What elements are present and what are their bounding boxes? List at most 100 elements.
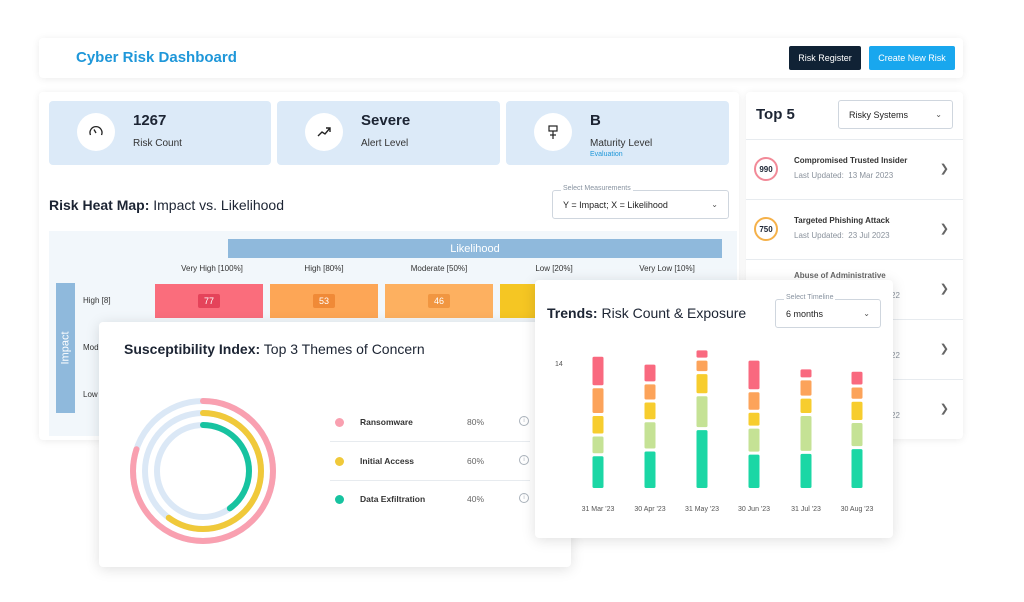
list-item[interactable]: 750 Targeted Phishing Attack Last Update…	[746, 199, 963, 259]
x-tick-label: 30 Aug '23	[832, 506, 882, 513]
risk-count-label: Risk Count	[133, 138, 182, 149]
theme-color-dot	[335, 418, 344, 427]
bar-segment	[593, 416, 604, 434]
alert-level-label: Alert Level	[361, 138, 408, 149]
info-icon[interactable]: i	[519, 455, 529, 465]
theme-name: Data Exfiltration	[360, 494, 425, 504]
cell-value: 53	[313, 294, 335, 308]
col-header-high: High [80%]	[269, 264, 379, 273]
bar-segment	[749, 361, 760, 390]
item-name: Compromised Trusted Insider	[794, 156, 907, 165]
maturity-level-card[interactable]: B Maturity Level Evaluation	[506, 101, 729, 165]
bar-segment	[593, 388, 604, 413]
alert-level-value: Severe	[361, 112, 410, 129]
trends-chart	[535, 280, 893, 538]
bar-segment	[645, 422, 656, 448]
app-title: Cyber Risk Dashboard	[76, 49, 237, 66]
item-updated: Last Updated: 23 Jul 2023	[794, 231, 890, 240]
chevron-right-icon[interactable]: ❯	[940, 222, 949, 235]
susceptibility-title: Susceptibility Index: Top 3 Themes of Co…	[124, 341, 425, 357]
bar-segment	[697, 350, 708, 357]
risk-count-card[interactable]: 1267 Risk Count	[49, 101, 271, 165]
x-tick-label: 31 Jul '23	[781, 506, 831, 513]
item-updated: Last Updated: 13 Mar 2023	[794, 171, 893, 180]
bar-segment	[697, 430, 708, 488]
bar-segment	[645, 365, 656, 382]
theme-color-dot	[335, 457, 344, 466]
bar-segment	[593, 456, 604, 488]
maturity-evaluation-link[interactable]: Evaluation	[590, 151, 623, 158]
bar-segment	[801, 380, 812, 395]
chevron-right-icon[interactable]: ❯	[940, 342, 949, 355]
chevron-right-icon[interactable]: ❯	[940, 162, 949, 175]
x-tick-label: 30 Apr '23	[625, 506, 675, 513]
x-tick-label: 30 Jun '23	[729, 506, 779, 513]
heatmap-cell[interactable]: 46	[385, 284, 493, 318]
measurements-select-caption: Select Measurements	[561, 185, 633, 192]
top5-select-value: Risky Systems	[849, 110, 908, 120]
bar-segment	[749, 429, 760, 452]
heatmap-cell[interactable]	[500, 284, 540, 318]
bar-segment	[749, 413, 760, 426]
gauge-icon	[77, 113, 115, 151]
bar-segment	[852, 449, 863, 488]
x-tick-label: 31 Mar '23	[573, 506, 623, 513]
theme-name: Initial Access	[360, 456, 414, 466]
row-label-high: High [8]	[83, 296, 111, 305]
bar-segment	[697, 361, 708, 371]
row-label-moderate: Mod	[83, 343, 99, 352]
bar-segment	[645, 452, 656, 489]
theme-row[interactable]: Ransomware 80% i	[330, 404, 530, 442]
chevron-down-icon: ⌄	[711, 200, 718, 209]
info-icon[interactable]: i	[519, 416, 529, 426]
bar-segment	[852, 388, 863, 399]
top-header: Cyber Risk Dashboard Risk Register Creat…	[39, 38, 963, 78]
bar-segment	[801, 416, 812, 451]
chevron-down-icon: ⌄	[935, 110, 942, 119]
measurements-select[interactable]: Select Measurements Y = Impact; X = Like…	[552, 190, 729, 219]
risk-register-button[interactable]: Risk Register	[789, 46, 861, 70]
bar-segment	[593, 436, 604, 453]
measurements-select-value: Y = Impact; X = Likelihood	[563, 200, 668, 210]
bar-segment	[593, 357, 604, 386]
likelihood-axis-label: Likelihood	[228, 239, 722, 258]
bar-segment	[749, 455, 760, 488]
theme-percent: 60%	[467, 456, 484, 466]
col-header-low: Low [20%]	[499, 264, 609, 273]
heatmap-cell[interactable]: 77	[155, 284, 263, 318]
heatmap-title: Risk Heat Map: Impact vs. Likelihood	[49, 197, 284, 213]
alert-level-card[interactable]: Severe Alert Level	[277, 101, 500, 165]
top5-category-select[interactable]: Risky Systems ⌄	[838, 100, 953, 129]
item-name: Abuse of Administrative	[794, 271, 886, 280]
impact-axis-label: Impact	[56, 283, 75, 413]
theme-percent: 40%	[467, 494, 484, 504]
bar-segment	[801, 369, 812, 377]
theme-row[interactable]: Data Exfiltration 40% i	[330, 481, 530, 519]
bar-segment	[697, 396, 708, 427]
chevron-right-icon[interactable]: ❯	[940, 282, 949, 295]
x-tick-label: 31 May '23	[677, 506, 727, 513]
info-icon[interactable]: i	[519, 493, 529, 503]
bar-segment	[852, 423, 863, 446]
susceptibility-panel: Susceptibility Index: Top 3 Themes of Co…	[99, 322, 571, 567]
bar-segment	[749, 392, 760, 410]
theme-row[interactable]: Initial Access 60% i	[330, 443, 530, 481]
chevron-right-icon[interactable]: ❯	[940, 402, 949, 415]
maturity-level-value: B	[590, 112, 601, 129]
trends-panel: Trends: Risk Count & Exposure Select Tim…	[535, 280, 893, 538]
heatmap-cell[interactable]: 53	[270, 284, 378, 318]
bar-segment	[852, 372, 863, 385]
col-header-very-high: Very High [100%]	[157, 264, 267, 273]
theme-name: Ransomware	[360, 417, 413, 427]
top5-title: Top 5	[756, 106, 795, 123]
susceptibility-rings	[123, 391, 283, 551]
cell-value: 46	[428, 294, 450, 308]
col-header-very-low: Very Low [10%]	[612, 264, 722, 273]
item-name: Targeted Phishing Attack	[794, 216, 890, 225]
list-item[interactable]: 990 Compromised Trusted Insider Last Upd…	[746, 139, 963, 199]
bar-segment	[645, 403, 656, 420]
maturity-icon	[534, 113, 572, 151]
create-new-risk-button[interactable]: Create New Risk	[869, 46, 955, 70]
risk-count-value: 1267	[133, 112, 166, 129]
theme-color-dot	[335, 495, 344, 504]
